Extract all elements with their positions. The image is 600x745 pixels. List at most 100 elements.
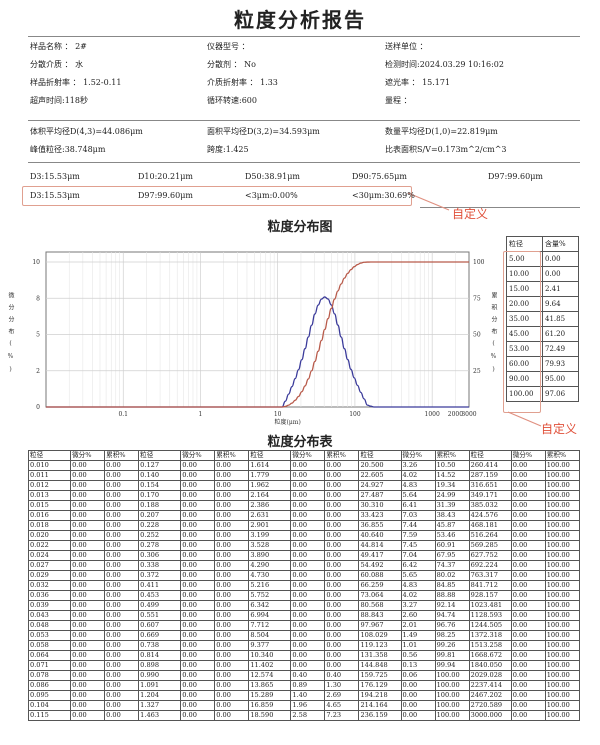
info-field: 遮光率 ： 15.171 [385, 78, 451, 87]
table-cell: 0.053 [27, 630, 72, 641]
table-cell: 100.00 [544, 460, 581, 471]
table-cell: 22.605 [358, 470, 402, 481]
table-cell: 194.218 [358, 690, 402, 701]
table-cell: 0.115 [27, 710, 72, 721]
table-cell: 1.40 [290, 690, 326, 701]
table-cell: 0.13 [400, 660, 436, 671]
table-cell: 0.00 [70, 530, 106, 541]
table-cell: 0.00 [70, 580, 106, 591]
table-cell: 0.00 [104, 580, 140, 591]
table-cell: 0.00 [104, 690, 140, 701]
table-cell: 0.00 [104, 550, 140, 561]
table-cell: 0.00 [324, 480, 360, 491]
table-cell: 74.37 [434, 560, 470, 571]
info-field: 分散剂 ： No [207, 60, 256, 69]
table-cell: 0.00 [290, 520, 326, 531]
info-field: 样品折射率 ： 1.52-0.11 [30, 78, 122, 87]
table-cell: 0.027 [27, 560, 72, 571]
table-cell: 424.576 [468, 510, 512, 521]
table-cell: 0.010 [27, 460, 72, 471]
table-cell: 0.00 [290, 510, 326, 521]
table-cell: 88.843 [358, 610, 402, 621]
table-cell: 44.814 [358, 540, 402, 551]
mean-value: 峰值粒径:38.748μm [30, 145, 106, 154]
table-cell: 0.00 [400, 690, 436, 701]
table-cell: 0.00 [510, 630, 546, 641]
table-cell: 0.00 [70, 710, 106, 721]
table-cell: 385.032 [468, 500, 512, 511]
table-row: 0.018 0.00 0.00 0.228 0.00 0.00 2.901 0.00 0.00 3… [27, 520, 581, 531]
table-row: 0.010 0.00 0.00 0.127 0.00 0.00 1.614 0.00 0.00 2… [27, 460, 581, 471]
table-row: 0.027 0.00 0.00 0.338 0.00 0.00 4.290 0.00 0.00 5… [27, 560, 581, 571]
table-cell: 12.574 [248, 670, 292, 681]
table-cell: 100.00 [544, 670, 581, 681]
table-cell: 0.00 [70, 520, 106, 531]
table-cell: 0.170 [138, 490, 182, 501]
table-cell: 0.00 [104, 590, 140, 601]
distribution-table-header: 粒径 微分% 累积% 粒径 微分% 累积% 粒径 微分% 累积% 粒径 微分% 累积% 粒径 微分% 累积% [27, 450, 581, 461]
table-cell: 79.93 [542, 356, 579, 372]
custom-value: D97:99.60μm [138, 191, 193, 200]
header-cell: 累积% [544, 450, 581, 461]
table-cell: 0.00 [510, 620, 546, 631]
table-cell: 2.69 [324, 690, 360, 701]
table-cell: 0.00 [324, 610, 360, 621]
table-cell: 0.00 [104, 500, 140, 511]
table-cell: 0.00 [104, 530, 140, 541]
table-cell: 1840.050 [468, 660, 512, 671]
x-tick-label: 100 [349, 411, 361, 418]
table-cell: 100.00 [544, 510, 581, 521]
table-cell: 0.00 [180, 610, 216, 621]
table-cell: 100.00 [544, 540, 581, 551]
table-cell: 0.278 [138, 540, 182, 551]
table-row: 0.029 0.00 0.00 0.372 0.00 0.00 4.730 0.00 0.00 6… [27, 570, 581, 581]
table-cell: 0.00 [104, 540, 140, 551]
table-cell: 0.00 [510, 560, 546, 571]
table-cell: 0.013 [27, 490, 72, 501]
x-tick-label: 1 [199, 411, 203, 418]
table-cell: 100.00 [544, 680, 581, 691]
table-cell: 0.00 [180, 640, 216, 651]
header-cell: 累积% [324, 450, 360, 461]
table-cell: 7.44 [400, 520, 436, 531]
table-cell: 0.00 [324, 600, 360, 611]
table-cell: 3.528 [248, 540, 292, 551]
table-cell: 60.088 [358, 570, 402, 581]
table-cell: 19.34 [434, 480, 470, 491]
table-row: 0.048 0.00 0.00 0.607 0.00 0.00 7.712 0.00 0.00 9… [27, 620, 581, 631]
table-cell: 468.181 [468, 520, 512, 531]
table-cell: 0.00 [324, 530, 360, 541]
table-cell: 0.00 [400, 700, 436, 711]
table-cell: 0.00 [324, 490, 360, 501]
table-cell: 1.779 [248, 470, 292, 481]
table-cell: 100.00 [544, 490, 581, 501]
table-cell: 100.00 [434, 700, 470, 711]
table-cell: 1.463 [138, 710, 182, 721]
header-cell: 含量% [542, 236, 579, 252]
table-cell: 0.00 [70, 550, 106, 561]
table-cell: 100.00 [544, 640, 581, 651]
y-left-tick-label: 0 [36, 404, 40, 411]
table-cell: 0.00 [104, 610, 140, 621]
table-cell: 0.029 [27, 570, 72, 581]
table-cell: 72.49 [542, 341, 579, 357]
table-cell: 4.83 [400, 480, 436, 491]
table-cell: 260.414 [468, 460, 512, 471]
table-cell: 0.00 [290, 610, 326, 621]
header-cell: 微分% [180, 450, 216, 461]
table-cell: 0.00 [324, 620, 360, 631]
table-cell: 100.00 [544, 600, 581, 611]
table-cell: 0.00 [214, 690, 250, 701]
table-cell: 0.00 [290, 470, 326, 481]
table-cell: 0.607 [138, 620, 182, 631]
table-cell: 0.00 [510, 500, 546, 511]
table-cell: 692.224 [468, 560, 512, 571]
table-cell: 0.00 [180, 500, 216, 511]
table-cell: 0.064 [27, 650, 72, 661]
table-cell: 2.164 [248, 490, 292, 501]
header-cell: 粒径 [506, 236, 543, 252]
table-cell: 0.00 [214, 560, 250, 571]
table-cell: 0.00 [180, 520, 216, 531]
